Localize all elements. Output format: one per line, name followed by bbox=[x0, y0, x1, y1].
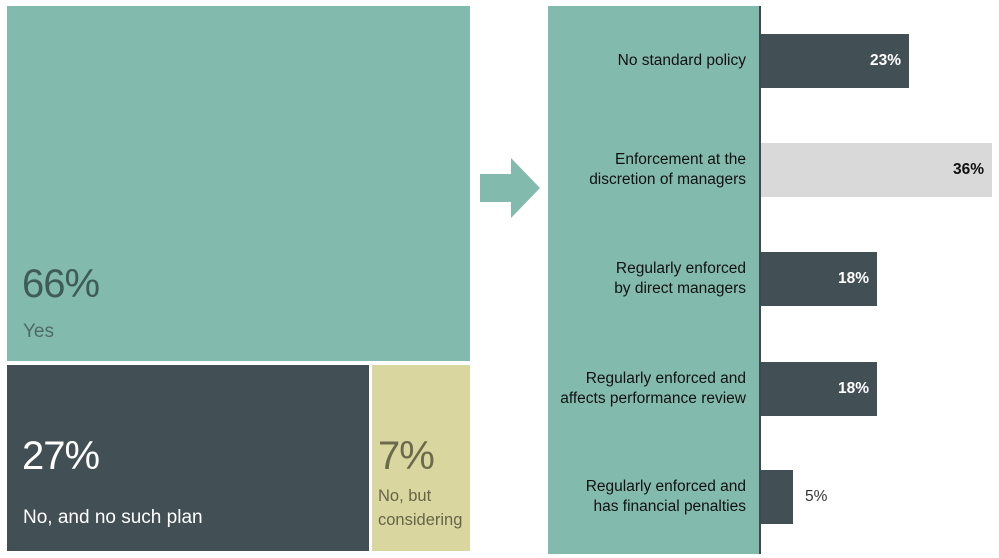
bar-value-label: 18% bbox=[837, 380, 869, 397]
category-label-line: Regularly enforced and bbox=[585, 478, 746, 495]
category-label-line: No standard policy bbox=[617, 52, 746, 69]
category-label: Regularly enforced by direct managers bbox=[548, 259, 746, 299]
bar bbox=[761, 362, 877, 416]
bar-value-label: 5% bbox=[805, 488, 828, 505]
treemap-value-considering: 7% bbox=[378, 434, 435, 478]
category-label-line: Regularly enforced and bbox=[585, 370, 746, 387]
bar bbox=[761, 34, 909, 88]
bar bbox=[761, 143, 992, 197]
bar bbox=[761, 252, 877, 306]
treemap-cell-yes: 66% Yes bbox=[7, 6, 470, 361]
category-label-line: has financial penalties bbox=[593, 498, 746, 515]
label-panel bbox=[548, 6, 759, 554]
bar-value-label: 23% bbox=[869, 52, 901, 69]
category-label-line: Regularly enforced bbox=[615, 260, 746, 277]
category-label: Regularly enforced and affects performanc… bbox=[548, 369, 746, 409]
treemap-cell-no-plan: 27% No, and no such plan bbox=[7, 365, 369, 551]
treemap-cell-considering: 7% No, but considering bbox=[372, 365, 470, 551]
treemap-label-considering: No, but considering bbox=[378, 487, 463, 529]
treemap-label-no-plan: No, and no such plan bbox=[23, 507, 203, 528]
treemap-value-no-plan: 27% bbox=[22, 434, 100, 478]
bar bbox=[761, 470, 793, 524]
axis-line bbox=[759, 6, 761, 554]
bar-value-label: 36% bbox=[952, 161, 984, 178]
category-label: Enforcement at the discretion of managers bbox=[548, 150, 746, 190]
category-label-line: Enforcement at the bbox=[615, 151, 746, 168]
category-label-line: discretion of managers bbox=[589, 171, 746, 188]
category-label-line: affects performance review bbox=[560, 390, 746, 407]
treemap-label-yes: Yes bbox=[23, 321, 54, 342]
bar-value-label: 18% bbox=[837, 270, 869, 287]
category-label: No standard policy bbox=[548, 51, 746, 71]
arrow-right-icon bbox=[480, 158, 540, 218]
category-label-line: by direct managers bbox=[614, 280, 746, 297]
category-label: Regularly enforced and has financial pena… bbox=[548, 477, 746, 517]
treemap-value-yes: 66% bbox=[22, 262, 100, 306]
